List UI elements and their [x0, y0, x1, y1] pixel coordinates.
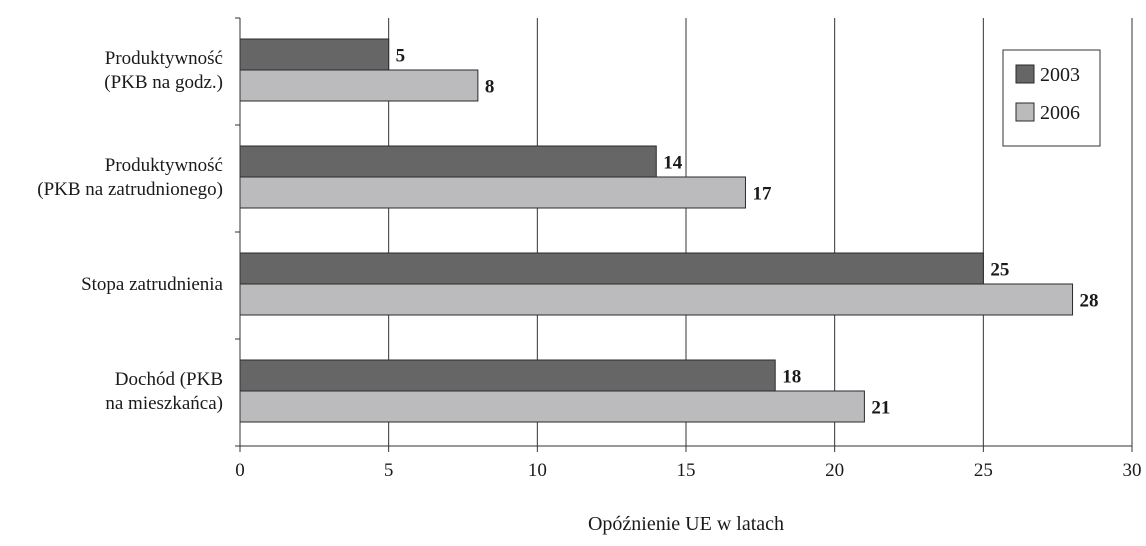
- data-label: 17: [752, 184, 772, 205]
- bar-2006: [239, 390, 865, 423]
- data-label: 14: [663, 153, 683, 174]
- category-label: Produktywność (PKB na zatrudnionego): [37, 155, 223, 200]
- bar-2006: [239, 176, 746, 209]
- category-label: Dochód (PKB na mieszkańca): [105, 369, 223, 414]
- bar-2003: [239, 38, 390, 71]
- bar-2006: [239, 69, 479, 102]
- x-tick-label: 30: [1123, 460, 1142, 481]
- x-tick-label: 20: [825, 460, 844, 481]
- bars: [239, 38, 1074, 423]
- bar-2003: [239, 252, 984, 285]
- category-label: Stopa zatrudnienia: [81, 274, 223, 295]
- category-label-line: na mieszkańca): [105, 393, 223, 414]
- data-label: 18: [782, 367, 801, 388]
- bar-2003: [239, 145, 657, 178]
- x-tick-label: 10: [528, 460, 547, 481]
- data-label: 25: [990, 260, 1009, 281]
- data-label: 28: [1080, 291, 1099, 312]
- category-label-line: Produktywność: [105, 155, 223, 176]
- legend-label: 2006: [1040, 102, 1080, 124]
- bar-2006: [239, 283, 1074, 316]
- plot-frame: [235, 17, 1133, 452]
- category-label-line: Dochód (PKB: [115, 369, 223, 390]
- x-axis-title: Opóźnienie UE w latach: [588, 513, 784, 535]
- data-label: 5: [396, 46, 406, 67]
- data-label: 21: [871, 398, 890, 419]
- legend-label: 2003: [1040, 64, 1080, 86]
- legend: 2003 2006: [1002, 49, 1101, 147]
- labels: 0 5 10 15 20 25 30 5 8 Produktywność (PKB na godz.…: [37, 46, 1141, 482]
- category-label-line: (PKB na godz.): [104, 72, 223, 93]
- x-tick-label: 25: [974, 460, 993, 481]
- category-label-line: (PKB na zatrudnionego): [37, 179, 223, 200]
- category-label-line: Produktywność: [105, 48, 223, 69]
- x-tick-label: 0: [235, 460, 245, 481]
- category-label-line: Stopa zatrudnienia: [81, 274, 223, 295]
- category-label: Produktywność (PKB na godz.): [104, 48, 223, 93]
- legend-swatch-2006: [1015, 102, 1035, 122]
- data-label: 8: [485, 77, 495, 98]
- x-tick-label: 15: [677, 460, 696, 481]
- x-tick-label: 5: [384, 460, 394, 481]
- bar-2003: [239, 359, 776, 392]
- legend-swatch-2003: [1015, 64, 1035, 84]
